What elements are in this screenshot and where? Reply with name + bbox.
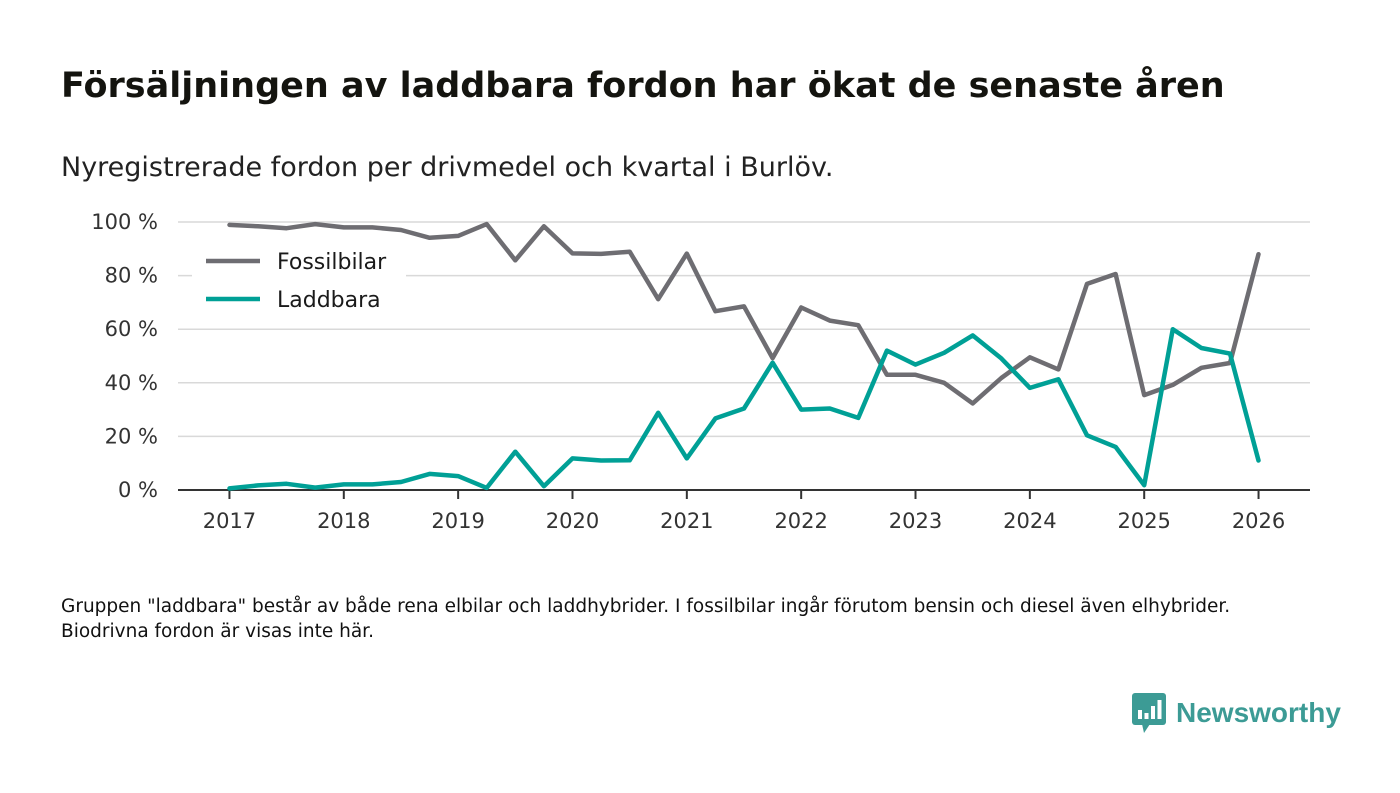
x-tick-label-2021: 2021 [660, 509, 713, 533]
x-tick-label-2023: 2023 [889, 509, 942, 533]
y-axis-ticks: 0 % 20 % 40 % 60 % 80 % 100 % [91, 210, 158, 502]
series-line-laddbara [227, 326, 1261, 491]
chart-subtitle: Nyregistrerade fordon per drivmedel och … [61, 152, 834, 183]
legend-box [192, 238, 406, 318]
x-tick-label-2019: 2019 [431, 509, 484, 533]
x-axis: 2017 2018 2019 2020 2021 2022 2023 2024 2025 2026 [178, 489, 1310, 533]
x-tick-label-2025: 2025 [1117, 509, 1170, 533]
x-tick-label-2017: 2017 [203, 509, 256, 533]
y-tick-label-100: 100 % [91, 210, 158, 234]
brand-name: Newsworthy [1176, 697, 1341, 728]
legend-background [192, 238, 406, 318]
x-tick-label-2024: 2024 [1003, 509, 1056, 533]
footnote: Gruppen "laddbara" består av både rena e… [61, 596, 1231, 642]
brand-logo[interactable]: Newsworthy [1132, 692, 1341, 734]
series-lines [227, 221, 1261, 491]
legend-label-laddbara: Laddbara [277, 288, 381, 313]
x-tick-label-2022: 2022 [774, 509, 827, 533]
x-tick-label-2020: 2020 [546, 509, 599, 533]
x-tick-label-2018: 2018 [317, 509, 370, 533]
y-tick-label-20: 20 % [105, 424, 158, 448]
chart-title: Försäljningen av laddbara fordon har öka… [61, 66, 1225, 106]
newsworthy-logo-icon [1132, 693, 1166, 733]
y-tick-label-60: 60 % [105, 317, 158, 341]
y-tick-label-0: 0 % [118, 478, 158, 502]
y-tick-label-80: 80 % [105, 264, 158, 288]
y-tick-label-40: 40 % [105, 371, 158, 395]
legend: Fossilbilar Laddbara [206, 250, 387, 313]
x-tick-label-2026: 2026 [1232, 509, 1285, 533]
legend-label-fossilbilar: Fossilbilar [277, 250, 387, 275]
series-line-fossilbilar [227, 221, 1261, 406]
